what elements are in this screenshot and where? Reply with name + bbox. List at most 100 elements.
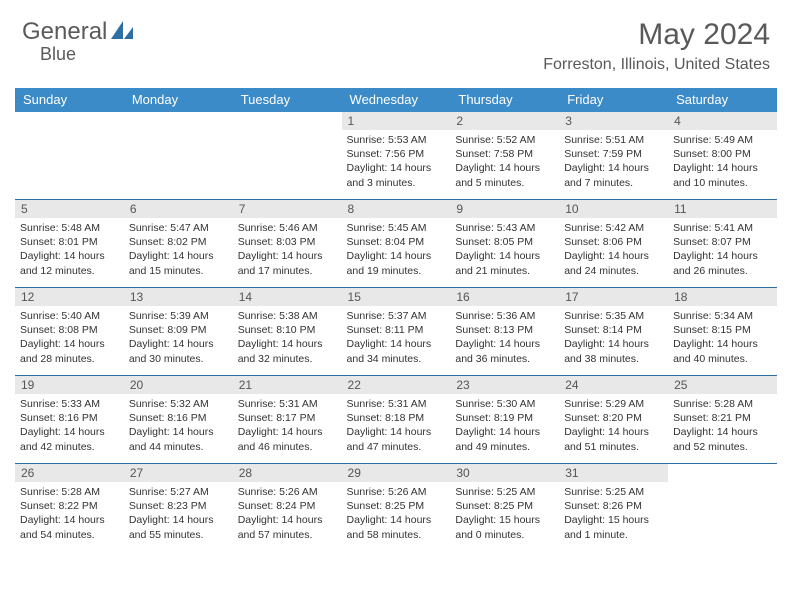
calendar-day-cell: 30Sunrise: 5:25 AMSunset: 8:25 PMDayligh… [450, 464, 559, 552]
calendar-day-cell: 21Sunrise: 5:31 AMSunset: 8:17 PMDayligh… [233, 376, 342, 464]
day-number: 19 [15, 376, 124, 394]
month-title: May 2024 [543, 18, 770, 52]
day-number: 21 [233, 376, 342, 394]
day-number: 20 [124, 376, 233, 394]
calendar-day-cell: 12Sunrise: 5:40 AMSunset: 8:08 PMDayligh… [15, 288, 124, 376]
day-number: 12 [15, 288, 124, 306]
day-number: 24 [559, 376, 668, 394]
weekday-header: Friday [559, 88, 668, 112]
day-number: 4 [668, 112, 777, 130]
sail-icon [109, 19, 135, 46]
calendar-week-row: 26Sunrise: 5:28 AMSunset: 8:22 PMDayligh… [15, 464, 777, 552]
calendar-day-cell: 14Sunrise: 5:38 AMSunset: 8:10 PMDayligh… [233, 288, 342, 376]
calendar-day-cell: 17Sunrise: 5:35 AMSunset: 8:14 PMDayligh… [559, 288, 668, 376]
calendar-day-cell: 20Sunrise: 5:32 AMSunset: 8:16 PMDayligh… [124, 376, 233, 464]
day-number: 28 [233, 464, 342, 482]
calendar-week-row: 19Sunrise: 5:33 AMSunset: 8:16 PMDayligh… [15, 376, 777, 464]
day-number: 15 [342, 288, 451, 306]
logo: General [22, 18, 135, 46]
calendar-week-row: 5Sunrise: 5:48 AMSunset: 8:01 PMDaylight… [15, 200, 777, 288]
day-details: Sunrise: 5:39 AMSunset: 8:09 PMDaylight:… [124, 306, 233, 369]
logo-text-bottom: Blue [40, 44, 76, 65]
calendar-day-cell: 15Sunrise: 5:37 AMSunset: 8:11 PMDayligh… [342, 288, 451, 376]
day-number: 18 [668, 288, 777, 306]
calendar-day-cell: 25Sunrise: 5:28 AMSunset: 8:21 PMDayligh… [668, 376, 777, 464]
day-details: Sunrise: 5:32 AMSunset: 8:16 PMDaylight:… [124, 394, 233, 457]
day-details: Sunrise: 5:42 AMSunset: 8:06 PMDaylight:… [559, 218, 668, 281]
day-number: 6 [124, 200, 233, 218]
day-number: 3 [559, 112, 668, 130]
day-details: Sunrise: 5:31 AMSunset: 8:18 PMDaylight:… [342, 394, 451, 457]
calendar-day-cell: 5Sunrise: 5:48 AMSunset: 8:01 PMDaylight… [15, 200, 124, 288]
calendar-day-cell: 16Sunrise: 5:36 AMSunset: 8:13 PMDayligh… [450, 288, 559, 376]
day-details: Sunrise: 5:53 AMSunset: 7:56 PMDaylight:… [342, 130, 451, 193]
title-block: May 2024 Forreston, Illinois, United Sta… [543, 18, 770, 74]
day-number: 1 [342, 112, 451, 130]
day-number: 14 [233, 288, 342, 306]
calendar-day-cell [233, 112, 342, 200]
day-details: Sunrise: 5:27 AMSunset: 8:23 PMDaylight:… [124, 482, 233, 545]
calendar-day-cell: 18Sunrise: 5:34 AMSunset: 8:15 PMDayligh… [668, 288, 777, 376]
calendar-day-cell: 24Sunrise: 5:29 AMSunset: 8:20 PMDayligh… [559, 376, 668, 464]
day-details: Sunrise: 5:30 AMSunset: 8:19 PMDaylight:… [450, 394, 559, 457]
weekday-header: Wednesday [342, 88, 451, 112]
day-details: Sunrise: 5:48 AMSunset: 8:01 PMDaylight:… [15, 218, 124, 281]
logo-text-left: General [22, 18, 107, 46]
day-number: 9 [450, 200, 559, 218]
day-details: Sunrise: 5:33 AMSunset: 8:16 PMDaylight:… [15, 394, 124, 457]
day-number: 25 [668, 376, 777, 394]
day-details: Sunrise: 5:47 AMSunset: 8:02 PMDaylight:… [124, 218, 233, 281]
calendar-day-cell: 27Sunrise: 5:27 AMSunset: 8:23 PMDayligh… [124, 464, 233, 552]
calendar-day-cell: 26Sunrise: 5:28 AMSunset: 8:22 PMDayligh… [15, 464, 124, 552]
calendar-day-cell: 1Sunrise: 5:53 AMSunset: 7:56 PMDaylight… [342, 112, 451, 200]
weekday-header: Tuesday [233, 88, 342, 112]
calendar-week-row: 12Sunrise: 5:40 AMSunset: 8:08 PMDayligh… [15, 288, 777, 376]
day-number: 2 [450, 112, 559, 130]
day-number: 10 [559, 200, 668, 218]
weekday-header: Saturday [668, 88, 777, 112]
calendar-day-cell: 29Sunrise: 5:26 AMSunset: 8:25 PMDayligh… [342, 464, 451, 552]
calendar-header-row: SundayMondayTuesdayWednesdayThursdayFrid… [15, 88, 777, 112]
calendar-day-cell: 9Sunrise: 5:43 AMSunset: 8:05 PMDaylight… [450, 200, 559, 288]
day-details: Sunrise: 5:25 AMSunset: 8:26 PMDaylight:… [559, 482, 668, 545]
calendar-day-cell: 6Sunrise: 5:47 AMSunset: 8:02 PMDaylight… [124, 200, 233, 288]
day-number: 13 [124, 288, 233, 306]
day-number: 5 [15, 200, 124, 218]
day-details: Sunrise: 5:52 AMSunset: 7:58 PMDaylight:… [450, 130, 559, 193]
day-number: 17 [559, 288, 668, 306]
day-number: 31 [559, 464, 668, 482]
day-number: 16 [450, 288, 559, 306]
weekday-header: Thursday [450, 88, 559, 112]
calendar-day-cell: 10Sunrise: 5:42 AMSunset: 8:06 PMDayligh… [559, 200, 668, 288]
day-number: 7 [233, 200, 342, 218]
day-details: Sunrise: 5:34 AMSunset: 8:15 PMDaylight:… [668, 306, 777, 369]
header: General Blue May 2024 Forreston, Illinoi… [0, 0, 792, 82]
day-details: Sunrise: 5:28 AMSunset: 8:22 PMDaylight:… [15, 482, 124, 545]
calendar-day-cell: 8Sunrise: 5:45 AMSunset: 8:04 PMDaylight… [342, 200, 451, 288]
weekday-header: Sunday [15, 88, 124, 112]
calendar-day-cell: 11Sunrise: 5:41 AMSunset: 8:07 PMDayligh… [668, 200, 777, 288]
day-number: 30 [450, 464, 559, 482]
day-details: Sunrise: 5:41 AMSunset: 8:07 PMDaylight:… [668, 218, 777, 281]
day-details: Sunrise: 5:36 AMSunset: 8:13 PMDaylight:… [450, 306, 559, 369]
calendar-day-cell: 3Sunrise: 5:51 AMSunset: 7:59 PMDaylight… [559, 112, 668, 200]
calendar-day-cell: 22Sunrise: 5:31 AMSunset: 8:18 PMDayligh… [342, 376, 451, 464]
day-number: 29 [342, 464, 451, 482]
weekday-header: Monday [124, 88, 233, 112]
day-details: Sunrise: 5:26 AMSunset: 8:24 PMDaylight:… [233, 482, 342, 545]
day-details: Sunrise: 5:45 AMSunset: 8:04 PMDaylight:… [342, 218, 451, 281]
calendar-day-cell: 4Sunrise: 5:49 AMSunset: 8:00 PMDaylight… [668, 112, 777, 200]
day-number: 23 [450, 376, 559, 394]
day-number: 27 [124, 464, 233, 482]
day-details: Sunrise: 5:31 AMSunset: 8:17 PMDaylight:… [233, 394, 342, 457]
calendar-day-cell: 23Sunrise: 5:30 AMSunset: 8:19 PMDayligh… [450, 376, 559, 464]
day-details: Sunrise: 5:26 AMSunset: 8:25 PMDaylight:… [342, 482, 451, 545]
calendar-day-cell: 31Sunrise: 5:25 AMSunset: 8:26 PMDayligh… [559, 464, 668, 552]
day-number: 26 [15, 464, 124, 482]
calendar-day-cell [124, 112, 233, 200]
calendar-day-cell: 19Sunrise: 5:33 AMSunset: 8:16 PMDayligh… [15, 376, 124, 464]
calendar-day-cell: 13Sunrise: 5:39 AMSunset: 8:09 PMDayligh… [124, 288, 233, 376]
day-details: Sunrise: 5:49 AMSunset: 8:00 PMDaylight:… [668, 130, 777, 193]
calendar-week-row: 1Sunrise: 5:53 AMSunset: 7:56 PMDaylight… [15, 112, 777, 200]
day-details: Sunrise: 5:35 AMSunset: 8:14 PMDaylight:… [559, 306, 668, 369]
